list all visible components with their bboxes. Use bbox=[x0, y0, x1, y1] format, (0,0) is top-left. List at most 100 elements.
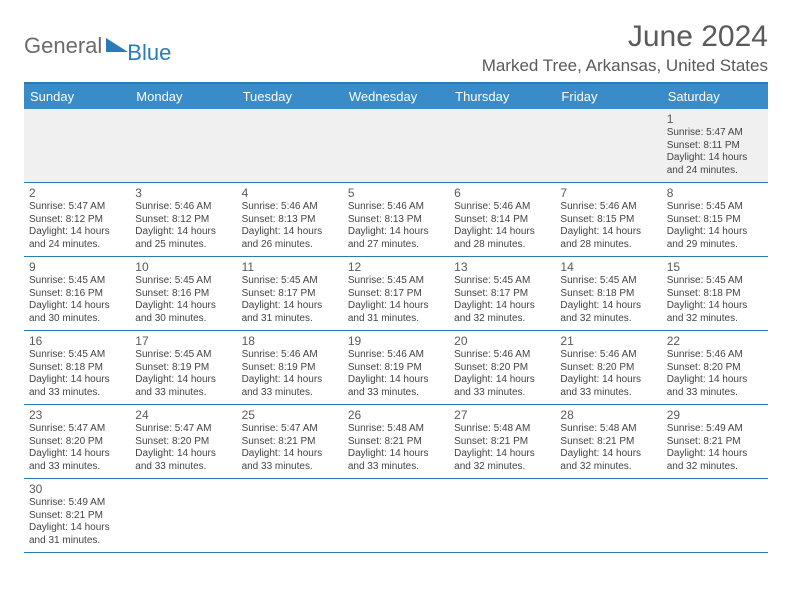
day-info: Sunrise: 5:45 AMSunset: 8:15 PMDaylight:… bbox=[667, 201, 763, 251]
day-number: 4 bbox=[242, 186, 338, 200]
day-number: 18 bbox=[242, 334, 338, 348]
calendar-cell: 16Sunrise: 5:45 AMSunset: 8:18 PMDayligh… bbox=[24, 331, 130, 404]
day-number: 23 bbox=[29, 408, 125, 422]
day-info: Sunrise: 5:46 AMSunset: 8:14 PMDaylight:… bbox=[454, 201, 550, 251]
calendar-week: 1Sunrise: 5:47 AMSunset: 8:11 PMDaylight… bbox=[24, 109, 768, 183]
day-number: 15 bbox=[667, 260, 763, 274]
calendar-cell bbox=[237, 479, 343, 552]
calendar-cell: 29Sunrise: 5:49 AMSunset: 8:21 PMDayligh… bbox=[662, 405, 768, 478]
day-number: 22 bbox=[667, 334, 763, 348]
calendar-cell: 30Sunrise: 5:49 AMSunset: 8:21 PMDayligh… bbox=[24, 479, 130, 552]
day-info: Sunrise: 5:46 AMSunset: 8:20 PMDaylight:… bbox=[454, 349, 550, 399]
day-number: 21 bbox=[560, 334, 656, 348]
day-number: 20 bbox=[454, 334, 550, 348]
calendar-cell: 12Sunrise: 5:45 AMSunset: 8:17 PMDayligh… bbox=[343, 257, 449, 330]
calendar-cell: 28Sunrise: 5:48 AMSunset: 8:21 PMDayligh… bbox=[555, 405, 661, 478]
day-number: 14 bbox=[560, 260, 656, 274]
weekday-label: Saturday bbox=[662, 84, 768, 109]
day-number: 6 bbox=[454, 186, 550, 200]
day-number: 26 bbox=[348, 408, 444, 422]
day-info: Sunrise: 5:46 AMSunset: 8:12 PMDaylight:… bbox=[135, 201, 231, 251]
calendar: SundayMondayTuesdayWednesdayThursdayFrid… bbox=[24, 82, 768, 553]
calendar-week: 16Sunrise: 5:45 AMSunset: 8:18 PMDayligh… bbox=[24, 331, 768, 405]
calendar-cell: 25Sunrise: 5:47 AMSunset: 8:21 PMDayligh… bbox=[237, 405, 343, 478]
day-info: Sunrise: 5:46 AMSunset: 8:13 PMDaylight:… bbox=[348, 201, 444, 251]
calendar-cell: 24Sunrise: 5:47 AMSunset: 8:20 PMDayligh… bbox=[130, 405, 236, 478]
calendar-cell: 26Sunrise: 5:48 AMSunset: 8:21 PMDayligh… bbox=[343, 405, 449, 478]
calendar-cell: 10Sunrise: 5:45 AMSunset: 8:16 PMDayligh… bbox=[130, 257, 236, 330]
calendar-cell bbox=[555, 479, 661, 552]
calendar-week: 30Sunrise: 5:49 AMSunset: 8:21 PMDayligh… bbox=[24, 479, 768, 553]
calendar-week: 2Sunrise: 5:47 AMSunset: 8:12 PMDaylight… bbox=[24, 183, 768, 257]
day-info: Sunrise: 5:46 AMSunset: 8:15 PMDaylight:… bbox=[560, 201, 656, 251]
calendar-cell: 27Sunrise: 5:48 AMSunset: 8:21 PMDayligh… bbox=[449, 405, 555, 478]
day-info: Sunrise: 5:49 AMSunset: 8:21 PMDaylight:… bbox=[29, 497, 125, 547]
day-info: Sunrise: 5:48 AMSunset: 8:21 PMDaylight:… bbox=[454, 423, 550, 473]
weekday-label: Tuesday bbox=[237, 84, 343, 109]
calendar-cell: 2Sunrise: 5:47 AMSunset: 8:12 PMDaylight… bbox=[24, 183, 130, 256]
calendar-cell bbox=[130, 109, 236, 182]
day-info: Sunrise: 5:47 AMSunset: 8:12 PMDaylight:… bbox=[29, 201, 125, 251]
calendar-cell: 4Sunrise: 5:46 AMSunset: 8:13 PMDaylight… bbox=[237, 183, 343, 256]
day-info: Sunrise: 5:46 AMSunset: 8:13 PMDaylight:… bbox=[242, 201, 338, 251]
calendar-cell: 18Sunrise: 5:46 AMSunset: 8:19 PMDayligh… bbox=[237, 331, 343, 404]
calendar-cell: 14Sunrise: 5:45 AMSunset: 8:18 PMDayligh… bbox=[555, 257, 661, 330]
calendar-cell bbox=[555, 109, 661, 182]
day-number: 1 bbox=[667, 112, 763, 126]
day-info: Sunrise: 5:45 AMSunset: 8:18 PMDaylight:… bbox=[667, 275, 763, 325]
calendar-cell: 20Sunrise: 5:46 AMSunset: 8:20 PMDayligh… bbox=[449, 331, 555, 404]
weekday-label: Sunday bbox=[24, 84, 130, 109]
weekday-label: Wednesday bbox=[343, 84, 449, 109]
day-info: Sunrise: 5:46 AMSunset: 8:19 PMDaylight:… bbox=[242, 349, 338, 399]
calendar-cell bbox=[449, 479, 555, 552]
title-block: June 2024 Marked Tree, Arkansas, United … bbox=[482, 20, 768, 76]
month-title: June 2024 bbox=[482, 20, 768, 54]
calendar-cell bbox=[449, 109, 555, 182]
day-info: Sunrise: 5:48 AMSunset: 8:21 PMDaylight:… bbox=[560, 423, 656, 473]
calendar-cell bbox=[343, 109, 449, 182]
location-text: Marked Tree, Arkansas, United States bbox=[482, 56, 768, 76]
calendar-cell: 19Sunrise: 5:46 AMSunset: 8:19 PMDayligh… bbox=[343, 331, 449, 404]
day-number: 29 bbox=[667, 408, 763, 422]
day-info: Sunrise: 5:49 AMSunset: 8:21 PMDaylight:… bbox=[667, 423, 763, 473]
day-info: Sunrise: 5:45 AMSunset: 8:17 PMDaylight:… bbox=[348, 275, 444, 325]
calendar-cell: 5Sunrise: 5:46 AMSunset: 8:13 PMDaylight… bbox=[343, 183, 449, 256]
day-number: 17 bbox=[135, 334, 231, 348]
day-number: 5 bbox=[348, 186, 444, 200]
day-info: Sunrise: 5:45 AMSunset: 8:19 PMDaylight:… bbox=[135, 349, 231, 399]
day-number: 10 bbox=[135, 260, 231, 274]
day-number: 13 bbox=[454, 260, 550, 274]
brand-logo: General Blue bbox=[24, 28, 171, 64]
day-info: Sunrise: 5:45 AMSunset: 8:17 PMDaylight:… bbox=[454, 275, 550, 325]
calendar-cell: 13Sunrise: 5:45 AMSunset: 8:17 PMDayligh… bbox=[449, 257, 555, 330]
day-number: 8 bbox=[667, 186, 763, 200]
day-number: 11 bbox=[242, 260, 338, 274]
calendar-cell: 22Sunrise: 5:46 AMSunset: 8:20 PMDayligh… bbox=[662, 331, 768, 404]
calendar-cell: 21Sunrise: 5:46 AMSunset: 8:20 PMDayligh… bbox=[555, 331, 661, 404]
day-number: 19 bbox=[348, 334, 444, 348]
day-info: Sunrise: 5:45 AMSunset: 8:16 PMDaylight:… bbox=[29, 275, 125, 325]
day-number: 9 bbox=[29, 260, 125, 274]
day-info: Sunrise: 5:46 AMSunset: 8:20 PMDaylight:… bbox=[560, 349, 656, 399]
day-number: 27 bbox=[454, 408, 550, 422]
brand-part2: Blue bbox=[127, 42, 171, 64]
calendar-body: 1Sunrise: 5:47 AMSunset: 8:11 PMDaylight… bbox=[24, 109, 768, 553]
calendar-cell bbox=[130, 479, 236, 552]
weekday-label: Friday bbox=[555, 84, 661, 109]
calendar-cell bbox=[237, 109, 343, 182]
calendar-cell: 7Sunrise: 5:46 AMSunset: 8:15 PMDaylight… bbox=[555, 183, 661, 256]
day-info: Sunrise: 5:45 AMSunset: 8:16 PMDaylight:… bbox=[135, 275, 231, 325]
calendar-cell: 11Sunrise: 5:45 AMSunset: 8:17 PMDayligh… bbox=[237, 257, 343, 330]
day-info: Sunrise: 5:47 AMSunset: 8:11 PMDaylight:… bbox=[667, 127, 763, 177]
day-info: Sunrise: 5:45 AMSunset: 8:18 PMDaylight:… bbox=[560, 275, 656, 325]
day-number: 7 bbox=[560, 186, 656, 200]
day-info: Sunrise: 5:45 AMSunset: 8:17 PMDaylight:… bbox=[242, 275, 338, 325]
calendar-cell: 3Sunrise: 5:46 AMSunset: 8:12 PMDaylight… bbox=[130, 183, 236, 256]
weekday-header: SundayMondayTuesdayWednesdayThursdayFrid… bbox=[24, 84, 768, 109]
day-number: 2 bbox=[29, 186, 125, 200]
calendar-cell: 9Sunrise: 5:45 AMSunset: 8:16 PMDaylight… bbox=[24, 257, 130, 330]
calendar-cell: 1Sunrise: 5:47 AMSunset: 8:11 PMDaylight… bbox=[662, 109, 768, 182]
day-number: 25 bbox=[242, 408, 338, 422]
calendar-cell bbox=[662, 479, 768, 552]
calendar-week: 23Sunrise: 5:47 AMSunset: 8:20 PMDayligh… bbox=[24, 405, 768, 479]
